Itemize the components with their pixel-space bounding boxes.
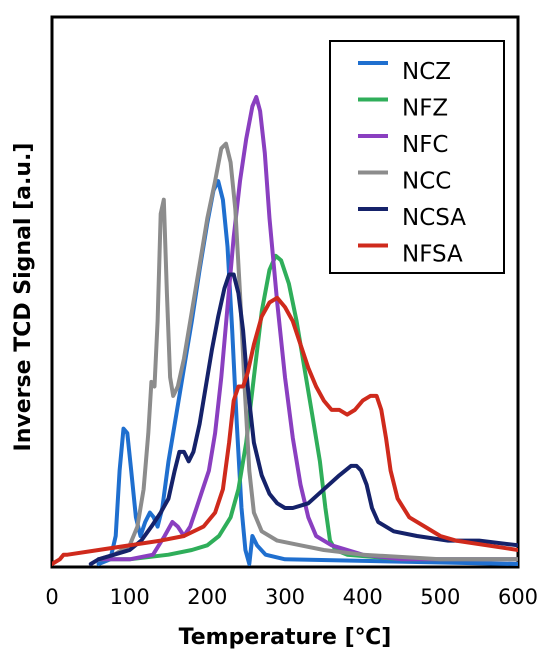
legend-label-nfsa: NFSA [402, 242, 463, 268]
series-line-nfsa [52, 295, 518, 566]
series-layer [52, 95, 518, 566]
x-axis-title: Temperature [℃] [179, 625, 392, 650]
series-line-ncsa [88, 272, 518, 566]
x-tick-label-600: 600 [498, 585, 538, 609]
legend-entries: NCZ NFZ NFC NCC NCSA NFSA [358, 59, 466, 268]
x-tick-label-400: 400 [343, 585, 383, 609]
legend-label-ncsa: NCSA [402, 205, 466, 231]
series-line-nfc [96, 95, 518, 562]
legend-label-ncc: NCC [402, 169, 451, 195]
legend-label-nfc: NFC [402, 132, 449, 158]
x-tick-label-200: 200 [187, 585, 227, 609]
legend-label-nfz: NFZ [402, 96, 448, 122]
x-tick-label-100: 100 [110, 585, 150, 609]
y-axis-title: Inverse TCD Signal [a.u.] [11, 143, 36, 452]
legend: NCZ NFZ NFC NCC NCSA NFSA [329, 40, 505, 274]
x-tick-labels: 0 100 200 300 400 500 600 [45, 585, 538, 609]
series-line-nfz [96, 253, 518, 562]
x-tick-label-0: 0 [45, 585, 58, 609]
x-tick-label-500: 500 [420, 585, 460, 609]
legend-box [329, 40, 505, 274]
series-line-ncc [96, 141, 518, 562]
legend-label-ncz: NCZ [402, 59, 451, 85]
x-tick-label-300: 300 [265, 585, 305, 609]
